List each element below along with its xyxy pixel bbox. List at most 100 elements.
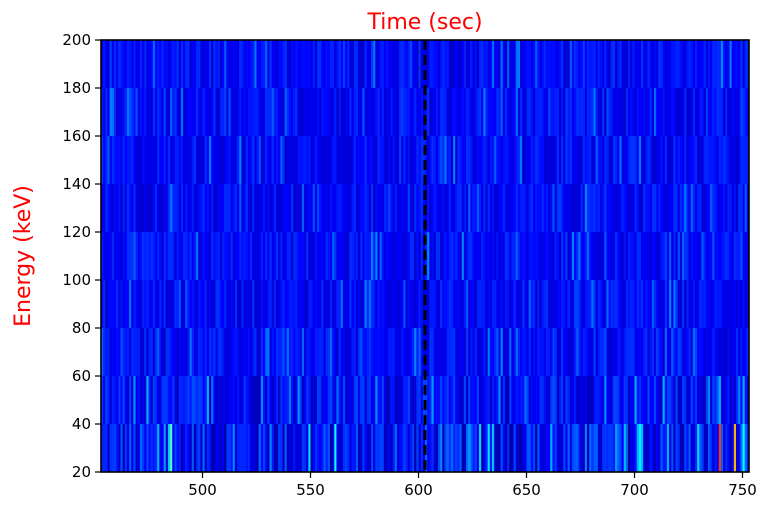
heatmap-cell	[742, 424, 746, 472]
heatmap-cell	[336, 40, 339, 88]
heatmap-cell	[515, 40, 519, 88]
heatmap-cell	[412, 376, 415, 424]
heatmap-cell	[202, 328, 206, 376]
heatmap-cell	[211, 88, 214, 136]
heatmap-cell	[133, 328, 136, 376]
heatmap-cell	[338, 328, 342, 376]
heatmap-cell	[567, 376, 571, 424]
heatmap-cell	[355, 424, 359, 472]
heatmap-cell	[178, 40, 182, 88]
heatmap-cell	[319, 88, 322, 136]
heatmap-cell	[314, 40, 318, 88]
heatmap-cell	[312, 40, 316, 88]
heatmap-cell	[463, 88, 467, 136]
heatmap-cell	[345, 376, 348, 424]
heatmap-cell	[567, 328, 571, 376]
heatmap-cell	[707, 40, 711, 88]
heatmap-cell	[327, 280, 331, 328]
heatmap-cell	[636, 88, 640, 136]
heatmap-cell	[245, 280, 249, 328]
heatmap-cell	[619, 232, 622, 280]
heatmap-cell	[165, 136, 169, 184]
heatmap-cell	[545, 424, 549, 472]
heatmap-cell	[537, 328, 540, 376]
heatmap-cell	[584, 136, 588, 184]
heatmap-cell	[293, 376, 296, 424]
heatmap-cell	[718, 424, 722, 472]
heatmap-cell	[211, 232, 214, 280]
heatmap-cell	[641, 328, 644, 376]
heatmap-cell	[699, 280, 702, 328]
heatmap-cell	[658, 40, 661, 88]
heatmap-cell	[535, 328, 538, 376]
heatmap-cell	[152, 88, 156, 136]
heatmap-cell	[578, 328, 581, 376]
heatmap-cell	[329, 184, 333, 232]
heatmap-cell	[524, 232, 527, 280]
heatmap-cell	[643, 424, 646, 472]
heatmap-cell	[252, 136, 255, 184]
heatmap-cell	[267, 328, 270, 376]
heatmap-cell	[271, 40, 275, 88]
heatmap-cell	[509, 88, 512, 136]
heatmap-cell	[375, 424, 378, 472]
heatmap-cell	[165, 280, 169, 328]
heatmap-cell	[725, 88, 728, 136]
heatmap-cell	[442, 424, 445, 472]
heatmap-cell	[479, 424, 482, 472]
heatmap-cell	[498, 280, 501, 328]
heatmap-cell	[273, 328, 277, 376]
heatmap-cell	[671, 376, 674, 424]
heatmap-cell	[299, 88, 303, 136]
heatmap-cell	[435, 328, 439, 376]
heatmap-cell	[221, 40, 225, 88]
heatmap-cell	[111, 280, 115, 328]
heatmap-cell	[148, 184, 152, 232]
heatmap-cell	[247, 40, 251, 88]
heatmap-cell	[701, 88, 705, 136]
heatmap-cell	[496, 232, 499, 280]
heatmap-cell	[427, 328, 430, 376]
heatmap-cell	[327, 424, 331, 472]
heatmap-cell	[543, 424, 547, 472]
heatmap-cell	[159, 232, 162, 280]
heatmap-cell	[632, 328, 635, 376]
heatmap-cell	[325, 328, 329, 376]
heatmap-cell	[675, 328, 679, 376]
heatmap-cell	[325, 376, 329, 424]
heatmap-cell	[587, 184, 590, 232]
heatmap-cell	[429, 136, 432, 184]
heatmap-cell	[645, 328, 648, 376]
heatmap-cell	[260, 184, 264, 232]
heatmap-cell	[470, 232, 473, 280]
heatmap-cell	[334, 232, 337, 280]
heatmap-cell	[500, 184, 504, 232]
heatmap-cell	[137, 232, 141, 280]
heatmap-cell	[677, 88, 681, 136]
heatmap-cell	[291, 40, 294, 88]
heatmap-cell	[736, 328, 739, 376]
heatmap-cell	[433, 376, 437, 424]
heatmap-cell	[373, 40, 376, 88]
heatmap-cell	[543, 232, 547, 280]
heatmap-cell	[299, 232, 303, 280]
heatmap-cell	[226, 328, 229, 376]
heatmap-cell	[301, 328, 305, 376]
heatmap-cell	[437, 184, 441, 232]
heatmap-cell	[507, 184, 510, 232]
heatmap-cell	[723, 424, 726, 472]
heatmap-cell	[470, 136, 473, 184]
heatmap-cell	[196, 40, 199, 88]
heatmap-cell	[593, 376, 597, 424]
heatmap-cell	[209, 88, 212, 136]
heatmap-cell	[409, 232, 413, 280]
heatmap-cell	[258, 328, 262, 376]
heatmap-cell	[360, 424, 363, 472]
heatmap-cell	[407, 40, 411, 88]
heatmap-cell	[306, 280, 309, 328]
heatmap-cell	[457, 184, 460, 232]
heatmap-cell	[446, 40, 450, 88]
heatmap-cell	[621, 232, 625, 280]
heatmap-cell	[666, 424, 670, 472]
heatmap-cell	[703, 88, 707, 136]
